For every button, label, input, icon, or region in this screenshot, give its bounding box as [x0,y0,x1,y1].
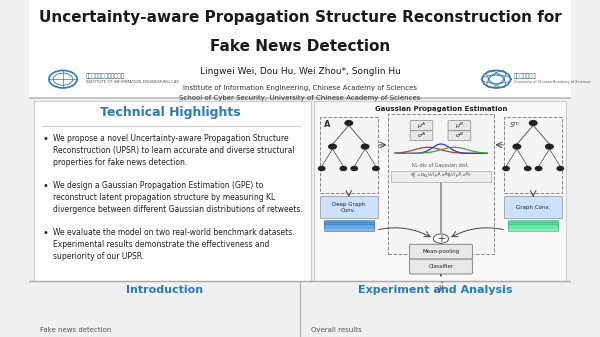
FancyBboxPatch shape [410,259,472,274]
FancyBboxPatch shape [448,131,471,141]
Text: $\hat{y}$: $\hat{y}$ [437,281,445,295]
Text: Fake News Detection: Fake News Detection [210,39,390,54]
Circle shape [529,121,537,125]
Text: Gaussian Propagation Estimation: Gaussian Propagation Estimation [375,106,507,112]
Text: School of Cyber Security, University of Chinese Academy of Sciences: School of Cyber Security, University of … [179,95,421,101]
Text: Mean-pooling: Mean-pooling [422,249,460,254]
Text: Overall results: Overall results [311,327,361,333]
FancyBboxPatch shape [29,0,571,98]
Text: $S^m$: $S^m$ [509,120,520,130]
Circle shape [319,166,325,171]
Circle shape [340,166,347,171]
FancyBboxPatch shape [410,244,472,259]
Text: 中国科学院大学: 中国科学院大学 [514,74,537,79]
Text: Fake news detection: Fake news detection [40,327,111,333]
Text: •: • [43,134,49,144]
Text: Deep Graph
Conv.: Deep Graph Conv. [332,202,365,213]
Text: 中国科学院信息工程研究所: 中国科学院信息工程研究所 [86,74,125,79]
Circle shape [545,144,553,149]
FancyBboxPatch shape [320,117,377,193]
Circle shape [557,166,563,171]
Text: $\sigma^A$: $\sigma^A$ [417,131,426,140]
Text: We evaluate the model on two real-world benchmark datasets.
Experimental results: We evaluate the model on two real-world … [53,228,295,261]
Text: Technical Highlights: Technical Highlights [100,106,240,119]
FancyBboxPatch shape [324,224,374,231]
Text: $\mu^B$: $\mu^B$ [455,120,464,131]
Circle shape [351,166,358,171]
Text: +: + [437,234,445,244]
FancyBboxPatch shape [410,121,433,130]
Circle shape [535,166,542,171]
FancyBboxPatch shape [391,171,491,182]
Text: Experiment and Analysis: Experiment and Analysis [358,285,513,295]
FancyBboxPatch shape [448,121,471,130]
Text: KL-div of Gaussian dist.: KL-div of Gaussian dist. [412,163,470,168]
Circle shape [513,144,521,149]
Text: Introduction: Introduction [126,285,203,295]
FancyBboxPatch shape [320,196,377,218]
Circle shape [373,166,379,171]
FancyBboxPatch shape [34,101,311,281]
Circle shape [361,144,369,149]
Circle shape [433,234,449,243]
Circle shape [524,166,531,171]
FancyBboxPatch shape [314,101,566,281]
Circle shape [329,144,337,149]
Text: •: • [43,228,49,239]
FancyBboxPatch shape [388,114,494,254]
FancyBboxPatch shape [508,222,558,228]
Text: Institute of Information Engineering, Chinese Academy of Sciences: Institute of Information Engineering, Ch… [183,85,417,91]
Text: We design a Gaussian Propagation Estimation (GPE) to
reconstruct latent propagat: We design a Gaussian Propagation Estimat… [53,181,303,214]
Text: A: A [325,120,331,129]
FancyBboxPatch shape [508,220,558,226]
Text: Lingwei Wei, Dou Hu, Wei Zhou*, Songlin Hu: Lingwei Wei, Dou Hu, Wei Zhou*, Songlin … [200,67,400,76]
Text: Classifier: Classifier [428,264,454,269]
FancyBboxPatch shape [410,131,433,141]
Text: We propose a novel Uncertainty-aware Propagation Structure
Reconstruction (UPSR): We propose a novel Uncertainty-aware Pro… [53,134,295,167]
Text: Graph Conv.: Graph Conv. [516,205,550,210]
FancyBboxPatch shape [324,222,374,228]
Text: $\mu^A$: $\mu^A$ [417,120,426,131]
FancyBboxPatch shape [505,117,562,193]
FancyBboxPatch shape [505,196,562,218]
Text: Uncertainty-aware Propagation Structure Reconstruction for: Uncertainty-aware Propagation Structure … [38,10,562,25]
Text: $S_{ij}^G = D_{KL}(\mathcal{N}(\mu^A,\sigma^A)\|\mathcal{N}(\mu^B,\sigma^B))$: $S_{ij}^G = D_{KL}(\mathcal{N}(\mu^A,\si… [410,171,472,182]
FancyBboxPatch shape [324,220,374,226]
FancyBboxPatch shape [508,224,558,231]
Text: $\sigma^B$: $\sigma^B$ [455,131,464,140]
Text: •: • [43,181,49,191]
Circle shape [345,121,353,125]
Text: University of Chinese Academy of Sciences: University of Chinese Academy of Science… [514,80,591,84]
Text: INSTITUTE OF INFORMATION ENGINEERING,CAS: INSTITUTE OF INFORMATION ENGINEERING,CAS [86,80,179,84]
Circle shape [503,166,509,171]
